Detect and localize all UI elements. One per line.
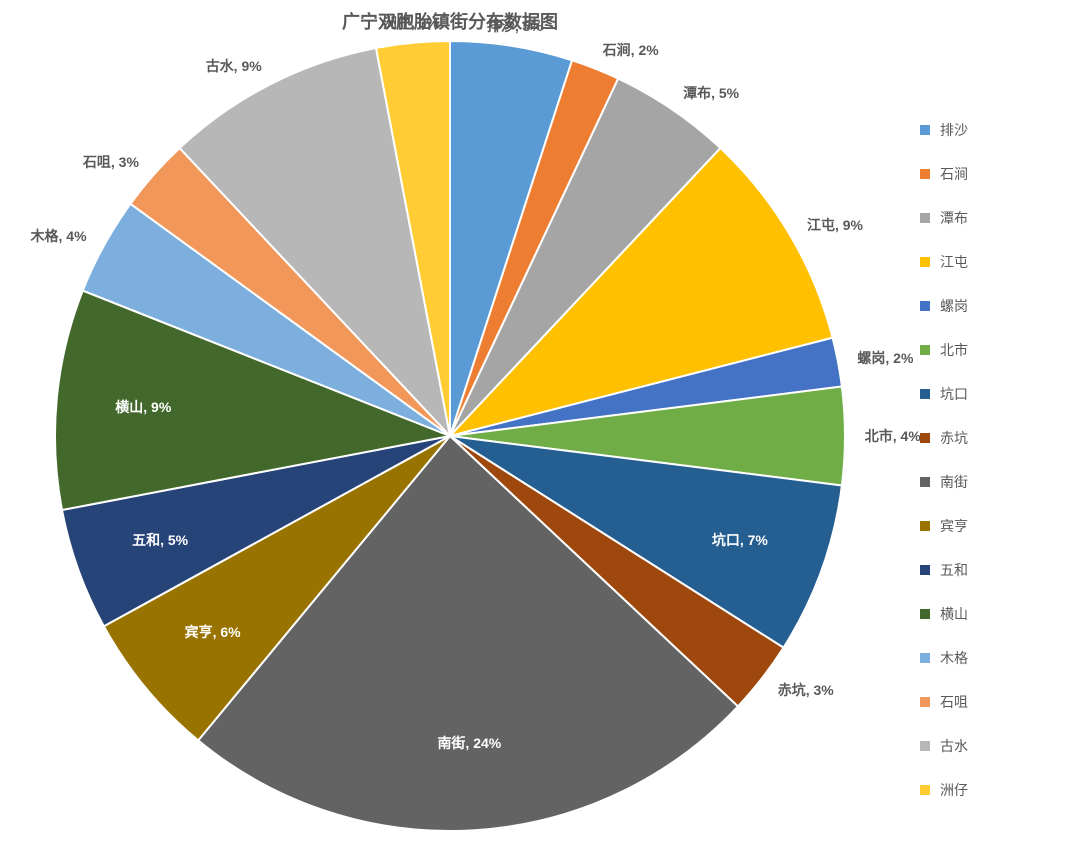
legend-label: 排沙 [940,120,968,140]
legend-swatch [920,433,930,443]
legend-label: 北市 [940,340,968,360]
legend-swatch [920,257,930,267]
legend-item: 螺岗 [920,296,1060,316]
legend-swatch [920,169,930,179]
legend-item: 横山 [920,604,1060,624]
legend-item: 潭布 [920,208,1060,228]
legend-swatch [920,609,930,619]
legend-swatch [920,521,930,531]
legend-swatch [920,477,930,487]
legend-label: 五和 [940,560,968,580]
legend-label: 赤坑 [940,428,968,448]
slice-label: 螺岗, 2% [857,348,913,368]
legend-swatch [920,741,930,751]
legend-swatch [920,301,930,311]
chart-title: 广宁双胞胎镇街分布数据图 [0,8,900,34]
legend-item: 江屯 [920,252,1060,272]
legend-label: 洲仔 [940,780,968,800]
legend-label: 坑口 [940,384,968,404]
legend-item: 石咀 [920,692,1060,712]
legend-item: 五和 [920,560,1060,580]
slice-label: 北市, 4% [865,426,921,446]
legend-label: 南街 [940,472,968,492]
chart-container: 广宁双胞胎镇街分布数据图 排沙, 5%石涧, 2%潭布, 5%江屯, 9%螺岗,… [0,0,1080,853]
legend-swatch [920,345,930,355]
legend-swatch [920,697,930,707]
legend-item: 木格 [920,648,1060,668]
legend-label: 螺岗 [940,296,968,316]
legend-item: 石涧 [920,164,1060,184]
legend-swatch [920,785,930,795]
legend-label: 潭布 [940,208,968,228]
legend: 排沙石涧潭布江屯螺岗北市坑口赤坑南街宾亨五和横山木格石咀古水洲仔 [920,120,1060,824]
legend-item: 排沙 [920,120,1060,140]
legend-swatch [920,653,930,663]
legend-label: 木格 [940,648,968,668]
legend-item: 宾亨 [920,516,1060,536]
legend-swatch [920,389,930,399]
pie-chart [50,36,850,836]
legend-label: 石咀 [940,692,968,712]
legend-swatch [920,213,930,223]
legend-label: 石涧 [940,164,968,184]
legend-item: 洲仔 [920,780,1060,800]
legend-label: 古水 [940,736,968,756]
legend-swatch [920,565,930,575]
legend-item: 赤坑 [920,428,1060,448]
legend-item: 古水 [920,736,1060,756]
legend-item: 南街 [920,472,1060,492]
legend-label: 横山 [940,604,968,624]
legend-label: 宾亨 [940,516,968,536]
legend-swatch [920,125,930,135]
legend-item: 坑口 [920,384,1060,404]
legend-item: 北市 [920,340,1060,360]
legend-label: 江屯 [940,252,968,272]
